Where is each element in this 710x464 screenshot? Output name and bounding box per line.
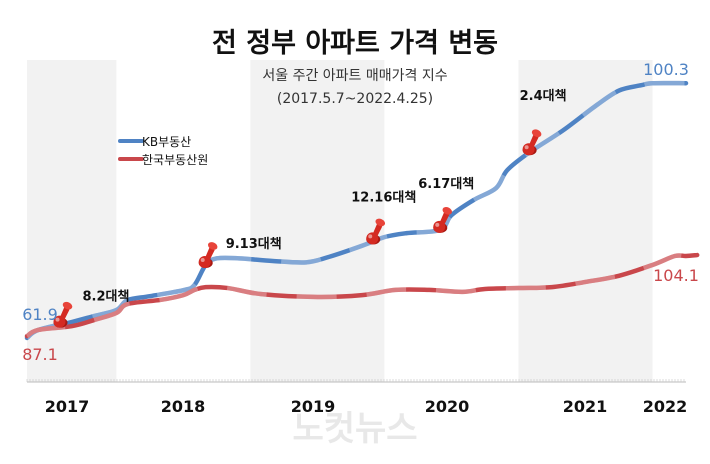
kb-start-label: 61.9: [22, 305, 58, 324]
kb-end-label: 100.3: [643, 60, 689, 79]
pushpin-icon: [522, 129, 542, 156]
series-line-highlight: [25, 80, 687, 340]
reb-end-label: 104.1: [653, 266, 699, 285]
annotation-label: 6.17대책: [418, 177, 474, 192]
policy-annotation: 2.4대책: [520, 89, 567, 156]
policy-annotation: 9.13대책: [198, 237, 282, 268]
legend: KB부동산 한국부동산원: [118, 135, 208, 167]
policy-annotation: 6.17대책: [418, 177, 474, 233]
watermark: 노컷뉴스: [292, 409, 417, 449]
x-tick-label-2020: 2020: [425, 397, 470, 416]
legend-label-kb: KB부동산: [142, 135, 191, 149]
series-line: [24, 80, 689, 341]
pushpin-icon: [198, 242, 218, 268]
series-reb: [24, 252, 700, 339]
x-tick-label-2019: 2019: [291, 397, 336, 416]
year-band-2021: [518, 60, 653, 382]
pushpin-icon: [366, 218, 386, 245]
x-tick-label-2021: 2021: [563, 397, 608, 416]
pushpin-icon: [53, 301, 73, 328]
chart-title: 전 정부 아파트 가격 변동: [212, 28, 498, 59]
x-tick-label-2018: 2018: [161, 397, 206, 416]
annotation-label: 2.4대책: [520, 89, 567, 104]
pushpin-icon: [433, 207, 453, 233]
year-band-2019: [250, 60, 385, 382]
annotation-label: 12.16대책: [351, 190, 416, 205]
x-tick-label-2022: 2022: [643, 397, 688, 416]
year-band-2017: [27, 60, 117, 382]
series-line: [24, 252, 700, 339]
x-tick-label-2017: 2017: [45, 397, 90, 416]
legend-label-reb: 한국부동산원: [142, 153, 208, 167]
annotation-label: 9.13대책: [226, 237, 282, 252]
x-axis: 2017 2018 2019 2020 2021 2022: [26, 379, 688, 416]
policy-annotation: 12.16대책: [351, 190, 416, 245]
chart-period: (2017.5.7~2022.4.25): [277, 91, 433, 107]
annotation-label: 8.2대책: [83, 290, 130, 305]
reb-start-label: 87.1: [22, 345, 58, 364]
policy-annotation: 8.2대책: [53, 290, 130, 328]
chart-subtitle: 서울 주간 아파트 매매가격 지수: [262, 68, 447, 84]
series-line-highlight: [25, 252, 698, 339]
